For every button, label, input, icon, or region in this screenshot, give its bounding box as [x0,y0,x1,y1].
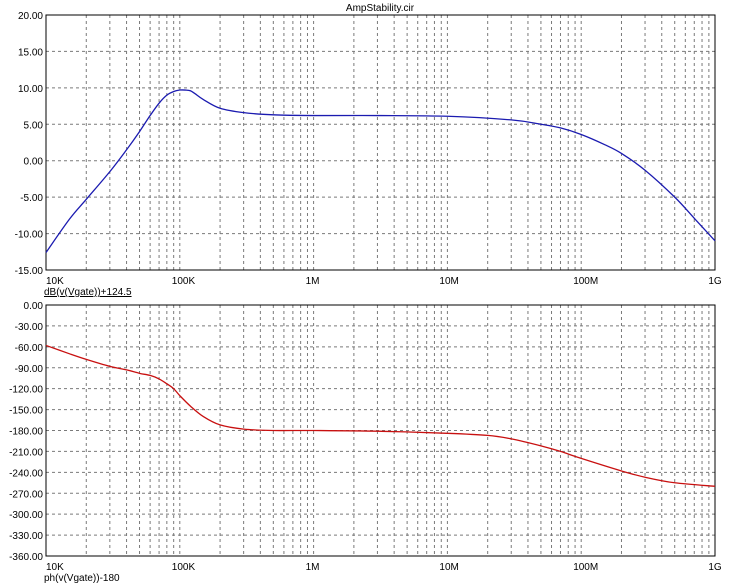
y-tick-label: 15.00 [18,47,43,58]
x-tick-label: 1M [306,562,320,573]
x-tick-label: 100K [172,562,196,573]
x-tick-label: 1G [708,276,722,287]
y-tick-label: -150.00 [9,406,43,417]
x-tick-label: 100M [573,562,598,573]
x-tick-label: 100K [172,276,196,287]
y-tick-label: -240.00 [9,468,43,479]
y-tick-label: -60.00 [15,343,44,354]
y-tick-label: -90.00 [15,364,44,375]
x-tick-label: 1G [708,562,722,573]
plot-frame [45,14,716,271]
window-title: AmpStability.cir [346,3,415,14]
y-tick-label: -30.00 [15,322,44,333]
x-tick-label: 10M [439,562,458,573]
y-tick-label: -5.00 [20,193,43,204]
x-tick-label: 10K [46,562,64,573]
y-tick-label: 10.00 [18,84,43,95]
y-tick-label: 20.00 [18,11,43,22]
y-tick-label: -15.00 [15,266,44,277]
y-tick-label: -210.00 [9,447,43,458]
phase-legend[interactable]: ph(v(Vgate))-180 [44,573,120,584]
series-line [45,89,716,253]
y-tick-label: 0.00 [24,301,44,312]
y-tick-label: 5.00 [24,120,44,131]
series-line [45,344,716,487]
x-tick-label: 100M [573,276,598,287]
y-tick-label: -300.00 [9,510,43,521]
y-tick-label: -120.00 [9,385,43,396]
y-tick-label: -10.00 [15,230,44,241]
magnitude-legend[interactable]: dB(v(Vgate))+124.5 [44,287,132,298]
y-tick-label: -360.00 [9,552,43,563]
y-tick-label: -270.00 [9,489,43,500]
x-tick-label: 1M [306,276,320,287]
x-tick-label: 10K [46,276,64,287]
magnitude-chart: 20.00 15.00 10.00 5.00 0.00 -5.00 -10.00 -15.00… [15,11,722,287]
y-tick-label: -180.00 [9,427,43,438]
plot-frame [45,304,716,557]
x-tick-label: 10M [439,276,458,287]
y-tick-label: -330.00 [9,531,43,542]
y-tick-label: 0.00 [24,157,44,168]
phase-chart: 0.00 -30.00 -60.00 -90.00 -120.00 -150.00 -180… [9,301,722,573]
